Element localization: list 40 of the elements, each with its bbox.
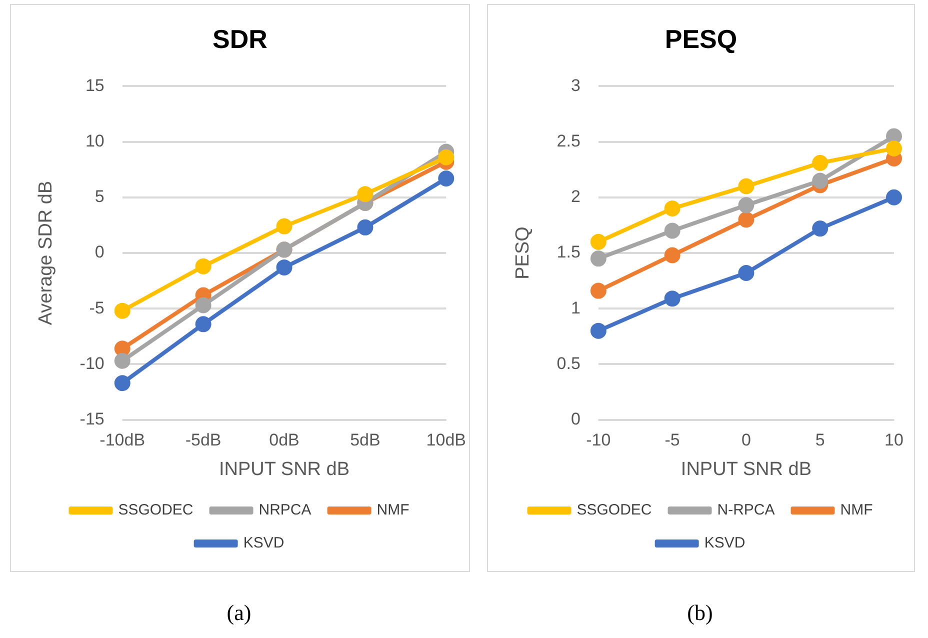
y-tick-label: 1 <box>570 298 580 318</box>
chart-title: SDR <box>212 24 268 54</box>
x-tick-label: -5 <box>664 430 680 450</box>
x-tick-label: 5 <box>815 430 825 450</box>
legend-label: KSVD <box>243 534 284 552</box>
legend-label: SSGODEC <box>576 502 652 519</box>
x-tick-label: 10 <box>884 430 904 450</box>
legend-label: NRPCA <box>258 502 312 519</box>
y-tick-label: 0 <box>570 409 580 428</box>
text: (a) <box>226 600 252 626</box>
y-tick-label: 2 <box>570 187 580 206</box>
y-tick-label: 15 <box>85 76 104 95</box>
y-tick-label: 0.5 <box>556 354 580 373</box>
legend-label: NMF <box>840 502 873 519</box>
x-tick-label: 0 <box>741 430 751 450</box>
y-tick-label: -5 <box>89 298 104 318</box>
x-axis-title: INPUT SNR dB <box>680 458 812 480</box>
x-tick-label: -10 <box>586 430 611 450</box>
y-tick-label: 10 <box>85 131 104 150</box>
x-tick-label: -5dB <box>185 430 222 450</box>
y-tick-label: 1.5 <box>556 242 580 262</box>
y-tick-label: 3 <box>570 76 580 95</box>
legend-label: SSGODEC <box>118 502 194 519</box>
y-tick-label: -10 <box>80 354 104 373</box>
y-tick-label: 0 <box>94 242 104 262</box>
x-tick-label: 0dB <box>269 430 300 450</box>
y-tick-label: -15 <box>80 409 104 428</box>
x-axis-title: INPUT SNR dB <box>218 458 350 480</box>
y-axis-title: PESQ <box>512 226 534 280</box>
y-tick-label: 2.5 <box>556 131 580 150</box>
y-axis-title: Average SDR dB <box>36 180 57 326</box>
chart-title: PESQ <box>664 24 738 54</box>
text: (b) <box>686 600 714 626</box>
y-tick-label: 5 <box>94 187 104 206</box>
legend-label: N-RPCA <box>717 502 775 519</box>
x-tick-label: 5dB <box>350 430 380 450</box>
x-tick-label: -10dB <box>100 430 146 450</box>
legend-label: NMF <box>376 502 410 519</box>
legend-label: KSVD <box>704 534 746 552</box>
x-tick-label: 10dB <box>426 430 466 450</box>
